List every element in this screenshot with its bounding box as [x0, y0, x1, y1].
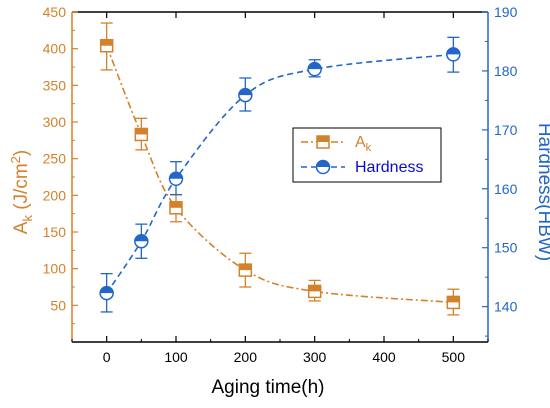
y-left-tick-label: 300	[43, 114, 67, 130]
marker-fill	[238, 88, 252, 96]
series-hardness	[99, 36, 461, 313]
marker-fill	[169, 172, 183, 179]
y-right-tick-label: 190	[494, 4, 518, 20]
x-tick-label: 300	[303, 349, 327, 365]
x-tick-label: 400	[372, 349, 396, 365]
y-left-tick-label: 250	[43, 151, 67, 167]
y-left-tick-label: 50	[50, 297, 66, 313]
y-left-title-main: A	[11, 221, 32, 234]
legend-label-sub: k	[366, 142, 372, 154]
legend-label-main: A	[355, 134, 366, 151]
marker-fill	[135, 128, 148, 135]
x-tick-label: 500	[442, 349, 466, 365]
marker-fill	[239, 264, 252, 271]
data-point	[446, 295, 461, 310]
data-point	[307, 284, 322, 299]
y-right-tick-label: 170	[494, 122, 518, 138]
legend-label: Ak	[355, 134, 372, 154]
x-tick-label: 0	[103, 349, 111, 365]
x-tick-label: 100	[164, 349, 188, 365]
marker-fill	[134, 234, 148, 242]
y-right-tick-label: 180	[494, 63, 518, 79]
y-right-axis-title: Hardness(HBW)	[534, 123, 550, 261]
data-point	[238, 263, 253, 277]
y-right-tick-label: 160	[494, 181, 518, 197]
data-point	[238, 87, 253, 103]
series-ak	[99, 22, 461, 316]
legend: Ak Hardness	[292, 127, 442, 183]
y-left-tick-label: 350	[43, 77, 67, 93]
x-tick-label: 200	[234, 349, 258, 365]
y-left-tick-label: 150	[43, 224, 67, 240]
y-right-tick-label: 150	[494, 240, 518, 256]
marker-fill	[308, 285, 321, 292]
data-point	[134, 127, 149, 142]
legend-box	[292, 127, 442, 183]
y-left-title-sup: 2	[8, 156, 23, 163]
axis-ticks: 0 100 200 300 400 500 50 100 150 200 250 300 350 400 4…	[43, 4, 518, 365]
marker-fill	[100, 286, 114, 294]
marker-fill	[308, 62, 322, 70]
y-left-tick-label: 100	[43, 261, 67, 277]
marker-fill	[100, 39, 113, 46]
x-axis-title: Aging time(h)	[212, 377, 325, 398]
marker-fill	[317, 136, 329, 142]
y-left-tick-label: 200	[43, 187, 67, 203]
data-point	[307, 61, 322, 77]
legend-label-main: Hardness	[355, 159, 423, 176]
marker-fill	[316, 160, 330, 167]
data-point	[99, 38, 114, 53]
series-layer	[99, 22, 461, 316]
y-left-title-sub: k	[20, 215, 35, 222]
y-left-title-close: )	[11, 150, 32, 156]
data-point	[134, 233, 149, 249]
legend-marker	[316, 135, 330, 149]
data-point	[99, 285, 114, 301]
data-point	[169, 201, 183, 215]
data-point	[168, 171, 184, 187]
y-right-tick-label: 140	[494, 299, 518, 315]
legend-marker	[315, 159, 331, 175]
y-left-axis-title: Ak (J/cm2)	[8, 150, 35, 234]
data-point	[446, 47, 461, 62]
y-left-title-rest: (J/cm	[11, 163, 32, 215]
y-left-tick-label: 400	[43, 41, 67, 57]
legend-label: Hardness	[355, 159, 423, 176]
series-line	[105, 45, 454, 304]
y-left-tick-label: 450	[43, 4, 67, 20]
marker-fill	[447, 296, 460, 303]
marker-fill	[446, 47, 460, 55]
marker-fill	[170, 201, 182, 208]
